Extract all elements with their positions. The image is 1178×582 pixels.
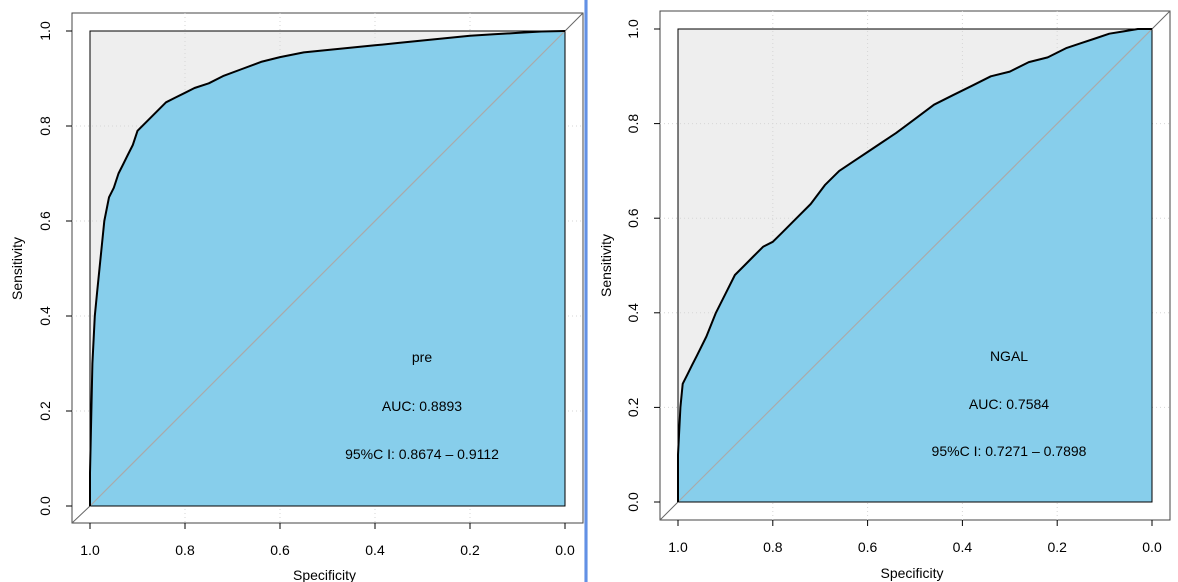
roc-panel-1: 1.0 0.8 0.6 0.4 0.2 0.0 0.0 0.2 0.4 0.6 0.8 1.0 Spec… xyxy=(9,12,584,582)
annotation-auc: AUC: 0.7584 xyxy=(969,396,1049,412)
panel-divider xyxy=(584,0,588,582)
y-tick-label: 0.8 xyxy=(625,114,641,134)
x-tick-label: 1.0 xyxy=(668,539,688,555)
x-tick-label: 0.0 xyxy=(1142,539,1162,555)
x-tick-label: 0.2 xyxy=(1047,539,1067,555)
roc-curve-line xyxy=(677,28,1152,502)
x-tick-label: 0.8 xyxy=(175,542,195,558)
x-tick-label: 0.0 xyxy=(555,542,575,558)
y-axis-label: Sensitivity xyxy=(598,234,614,297)
annotation-name: pre xyxy=(412,349,432,365)
frame-corner-bottom-left xyxy=(71,505,91,524)
x-tick-label: 0.4 xyxy=(365,542,385,558)
y-tick-label: 1.0 xyxy=(37,21,53,41)
y-tick-label: 0.0 xyxy=(625,492,641,512)
x-axis-label: Specificity xyxy=(880,565,943,581)
y-tick-label: 0.6 xyxy=(37,211,53,231)
y-axis-label: Sensitivity xyxy=(9,237,25,300)
y-tick-label: 0.6 xyxy=(625,208,641,228)
y-tick-label: 0.2 xyxy=(37,401,53,421)
plot-frame xyxy=(71,12,584,524)
x-axis-label: Specificity xyxy=(293,567,356,582)
x-tick-label: 1.0 xyxy=(80,542,100,558)
roc-panel-2: 1.0 0.8 0.6 0.4 0.2 0.0 0.0 0.2 0.4 0.6 0.8 1.0 Spec… xyxy=(598,10,1171,581)
annotation-ci: 95%C I: 0.7271 – 0.7898 xyxy=(932,443,1087,459)
frame-corner-bottom-left xyxy=(659,501,679,521)
plot-area-border xyxy=(89,30,566,507)
x-tick-label: 0.2 xyxy=(460,542,480,558)
x-tick-label: 0.6 xyxy=(270,542,290,558)
frame-corner-top-right xyxy=(564,12,584,32)
plot-area-border xyxy=(677,28,1153,503)
x-tick-label: 0.6 xyxy=(858,539,878,555)
y-tick-label: 0.8 xyxy=(37,116,53,136)
y-tick-label: 0.4 xyxy=(37,306,53,326)
annotation-auc: AUC: 0.8893 xyxy=(382,398,462,414)
y-tick-label: 0.4 xyxy=(625,303,641,323)
chance-diagonal xyxy=(677,28,1153,503)
plot-frame xyxy=(659,10,1171,521)
annotation-ci: 95%C I: 0.8674 – 0.9112 xyxy=(345,446,499,462)
y-tick-label: 1.0 xyxy=(625,19,641,39)
chance-diagonal xyxy=(89,30,566,507)
y-tick-label: 0.0 xyxy=(37,496,53,516)
x-tick-label: 0.4 xyxy=(953,539,973,555)
annotation-name: NGAL xyxy=(990,348,1028,364)
roc-curve-line xyxy=(89,30,566,506)
x-tick-label: 0.8 xyxy=(763,539,783,555)
frame-corner-top-right xyxy=(1151,10,1171,30)
y-tick-label: 0.2 xyxy=(625,397,641,417)
